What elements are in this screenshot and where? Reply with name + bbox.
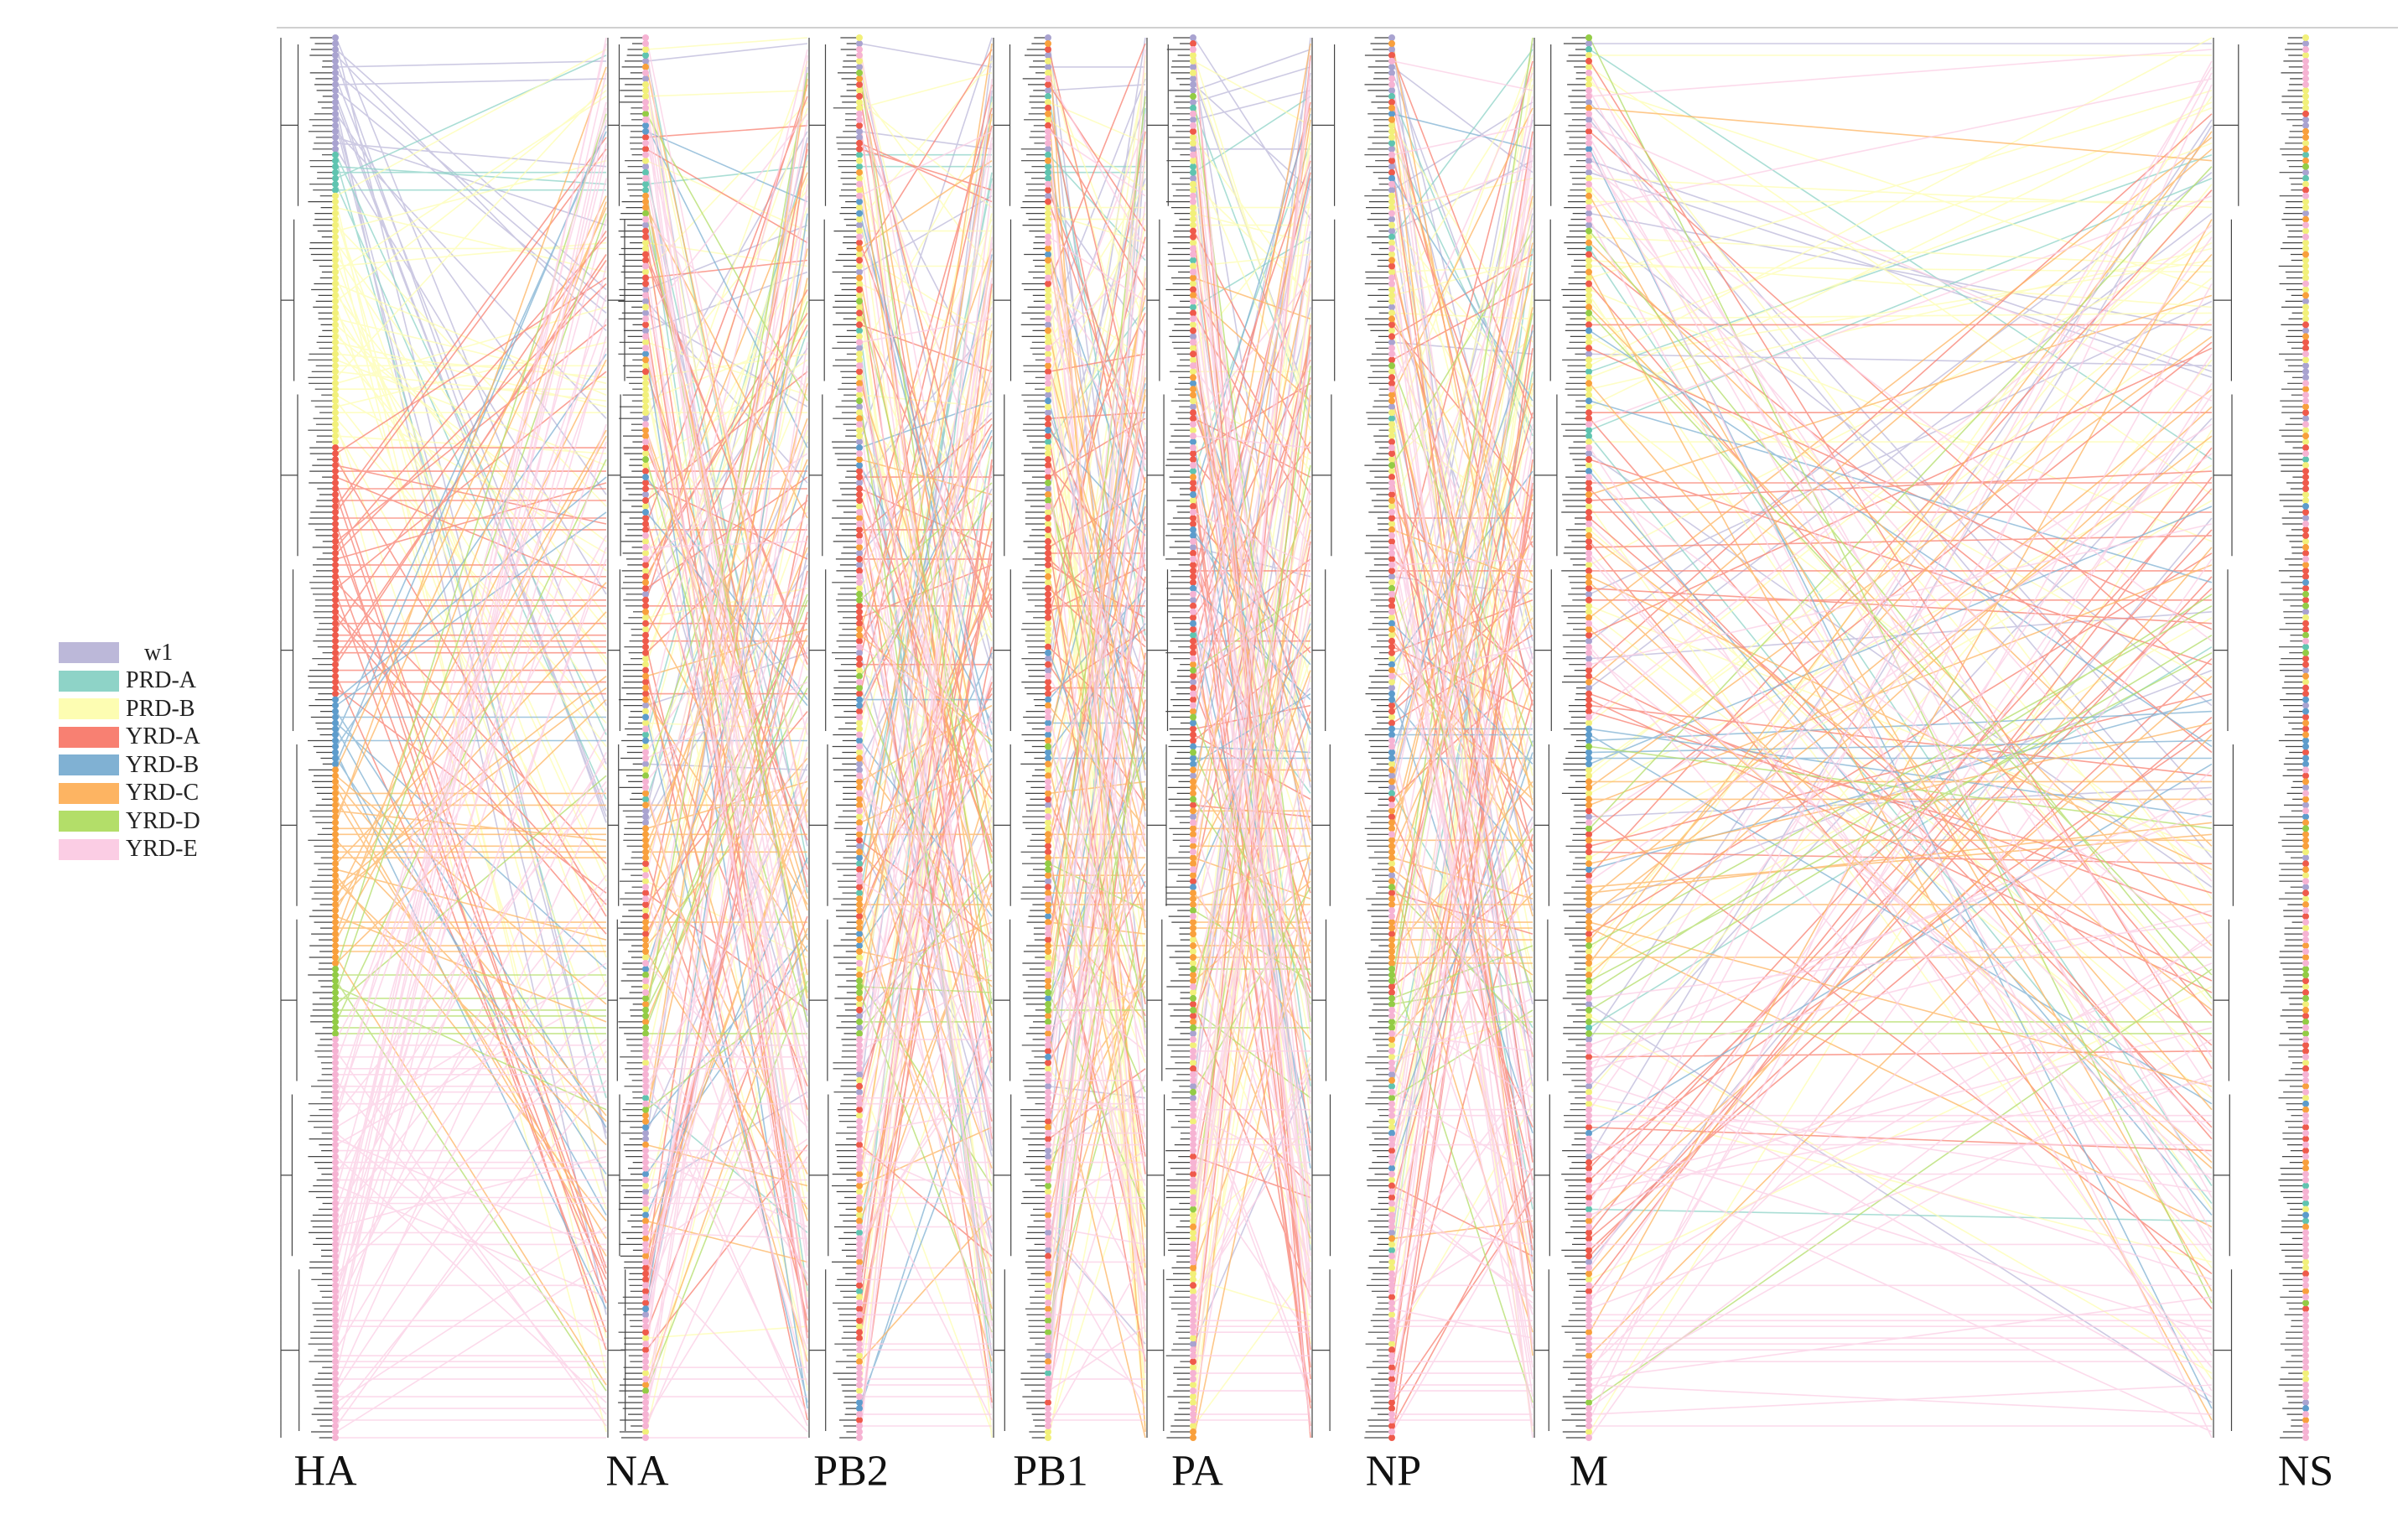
legend-label: YRD-A [126,723,200,750]
tip-markers-2 [1585,52,1592,1435]
segment-label-pb2: PB2 [813,1447,889,1496]
legend-item-yrd-d: YRD-D [59,807,252,836]
tree-branches [1146,37,1191,1439]
link-lines-7 [859,49,993,1439]
legend-label: PRD-A [126,667,197,694]
segment-label-np: NP [1365,1447,1422,1496]
tip-markers-3 [332,444,339,697]
legend-swatch [59,811,119,832]
tip-markers-2 [856,34,863,1395]
segment-label-na: NA [605,1447,669,1496]
link-lines-0 [335,37,607,1315]
legend-label: YRD-C [126,780,200,806]
tip-markers-3 [1585,57,1592,1295]
link-lines-7 [1589,49,2213,1439]
tip-markers-5 [642,63,649,1389]
tip-markers-7 [856,46,863,1441]
legend-item-yrd-c: YRD-C [59,780,252,808]
tip-markers-6 [2302,163,2309,1307]
tip-markers-4 [332,696,339,768]
legend-item-w1: w1 [59,639,252,667]
link-lines-7 [335,37,607,1439]
tip-markers-2 [332,192,339,446]
legend-label: YRD-E [126,836,198,863]
segment-label-m: M [1569,1447,1609,1496]
tip-markers-6 [332,966,339,1037]
segment-label-pb1: PB1 [1013,1447,1088,1496]
segment-label-ha: HA [293,1447,357,1496]
link-lines-7 [1392,60,1534,1439]
tree-branches [993,37,1046,1439]
phylogenetic-trees [280,37,2303,1439]
tip-markers-5 [2302,127,2309,1423]
legend-swatch [59,670,119,692]
tip-markers-2 [642,46,649,1435]
legend-label: PRD-B [126,695,195,722]
link-lines-7 [1048,49,1146,1427]
legend-item-prd-b: PRD-B [59,695,252,723]
reassortment-links [335,37,2213,1439]
legend-label: YRD-B [126,751,200,778]
tip-markers-3 [2302,110,2309,1313]
tip-markers-5 [1045,40,1051,1366]
tip-markers-4 [1190,380,1196,891]
tip-markers-5 [1190,274,1196,1441]
segment-label-ns: NS [2277,1447,2334,1496]
tree-branches [607,37,643,1439]
legend-swatch [59,698,119,720]
link-lines-7 [1193,49,1311,1433]
tip-markers-6 [1388,362,1395,1102]
tip-markers-3 [856,80,863,1423]
tip-markers-7 [2302,46,2309,1441]
legend-swatch [59,838,119,860]
legend-item-yrd-b: YRD-B [59,751,252,780]
tree-branches [2213,37,2303,1439]
tip-markers-7 [1045,75,1051,1429]
link-lines-5 [335,66,607,1386]
legend-swatch [59,754,119,776]
tip-markers-3 [642,133,649,1354]
tree-branches [1534,37,1586,1439]
legend-item-yrd-e: YRD-E [59,836,252,864]
tip-markers-7 [1190,46,1196,1423]
link-lines-7 [646,37,808,1439]
tree-tips [332,34,2309,1441]
tip-markers-7 [1585,69,1592,1441]
tree-branches [280,37,333,1439]
tip-markers-2 [2302,34,2309,1383]
tip-markers-5 [1388,40,1395,1242]
legend-label: w1 [144,639,174,666]
tip-markers-2 [1388,122,1395,1348]
tip-markers-7 [642,34,649,1441]
legend-swatch [59,642,119,664]
segment-label-pa: PA [1171,1447,1223,1496]
tip-markers-5 [332,766,339,967]
tree-branches [1311,37,1389,1439]
tip-markers-4 [642,122,649,1313]
legend-item-yrd-a: YRD-A [59,723,252,752]
tip-markers-7 [1388,57,1395,1435]
tip-markers-0 [1190,34,1196,1348]
legend-label: YRD-D [126,807,200,834]
clade-legend: w1 PRD-A PRD-B YRD-A YRD-B YRD-C YRD-D Y… [59,639,252,863]
tip-markers-7 [332,1035,339,1441]
legend-swatch [59,782,119,804]
tip-markers-1 [332,151,339,194]
legend-item-prd-a: PRD-A [59,667,252,696]
tree-branches [808,37,857,1439]
legend-swatch [59,726,119,748]
tip-markers-4 [1045,251,1051,1060]
tip-markers-0 [332,34,339,153]
tip-markers-2 [1045,57,1051,1441]
